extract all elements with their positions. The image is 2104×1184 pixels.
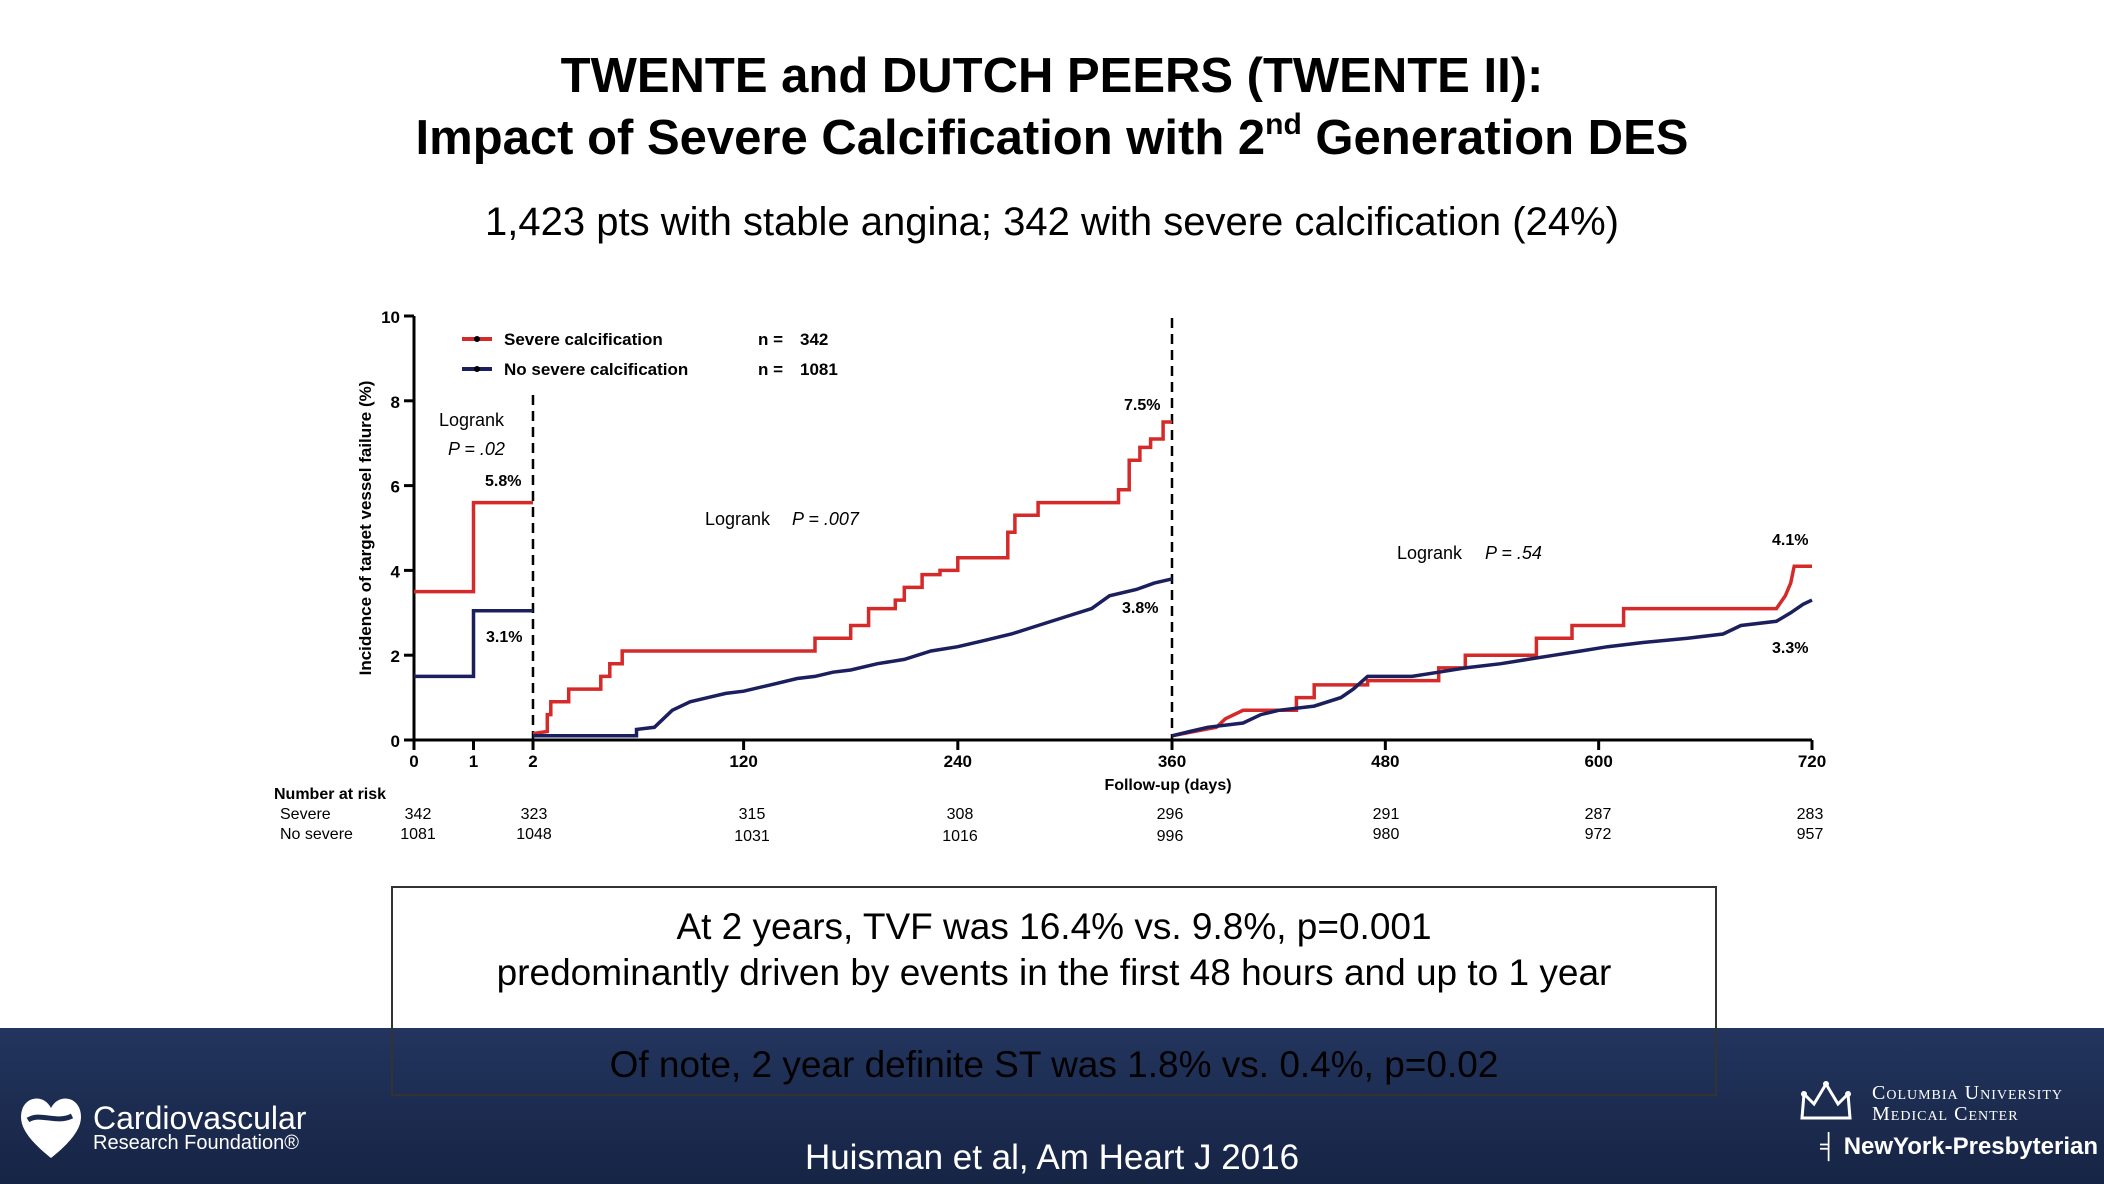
crf-logo-subname: Research Foundation® — [93, 1132, 299, 1154]
x-tick-label: 240 — [944, 752, 972, 771]
x-tick-label: 120 — [729, 752, 757, 771]
risk-table-cell: 1081 — [400, 826, 436, 843]
risk-table-cell: 287 — [1585, 806, 1612, 823]
annotation-p-2: P = .007 — [792, 509, 860, 529]
risk-table-cell: 315 — [739, 806, 766, 823]
annotation-p-1: P = .02 — [448, 439, 505, 459]
x-tick-label: 0 — [409, 752, 418, 771]
risk-table-cell: 308 — [947, 806, 974, 823]
summary-box: At 2 years, TVF was 16.4% vs. 9.8%, p=0.… — [391, 886, 1717, 1096]
series-line-severe — [1171, 564, 1812, 738]
legend-label: No severe calcification — [504, 360, 688, 379]
x-tick-label: 600 — [1584, 752, 1612, 771]
risk-table-cell: 980 — [1373, 826, 1400, 843]
annotation-severe-end-3: 4.1% — [1772, 532, 1808, 549]
title-line2-sup: nd — [1265, 108, 1302, 141]
legend-label: Severe calcification — [504, 330, 663, 349]
y-tick-label: 10 — [381, 308, 400, 327]
risk-table-cell: 283 — [1797, 806, 1824, 823]
crf-logo-icon — [21, 1098, 81, 1158]
legend-n-label: n = — [758, 360, 783, 379]
crf-logo-name: Cardiovascular — [93, 1100, 307, 1136]
annotation-logrank-1: Logrank — [439, 410, 505, 430]
risk-table-row-label: Severe — [280, 806, 331, 823]
legend-marker — [474, 366, 480, 372]
risk-table-cell: 1031 — [734, 828, 770, 845]
nyp-logo: ╡ NewYork-Presbyterian — [1820, 1133, 2098, 1161]
risk-table-cell: 296 — [1157, 806, 1184, 823]
columbia-logo-line2: Medical Center — [1872, 1103, 2019, 1125]
risk-table-cell: 957 — [1797, 826, 1824, 843]
y-tick-label: 6 — [391, 478, 400, 497]
summary-line-3: Of note, 2 year definite ST was 1.8% vs.… — [609, 1044, 1499, 1085]
crown-icon — [1800, 1081, 1852, 1120]
annotation-p-3: P = .54 — [1485, 543, 1542, 563]
title-line2-pre: Impact of Severe Calcification with 2 — [415, 111, 1266, 165]
slide-title-line2: Impact of Severe Calcification with 2nd … — [0, 107, 2104, 169]
x-tick-label: 1 — [469, 752, 478, 771]
x-tick-label: 480 — [1371, 752, 1399, 771]
risk-table-cell: 323 — [521, 806, 548, 823]
risk-table-cell: 972 — [1585, 826, 1612, 843]
legend-marker — [474, 336, 480, 342]
risk-table-cell: 1048 — [516, 826, 552, 843]
risk-table-row-label: No severe — [280, 826, 353, 843]
y-tick-label: 4 — [391, 562, 401, 581]
slide-subtitle: 1,423 pts with stable angina; 342 with s… — [485, 200, 1619, 244]
risk-table-cell: 996 — [1157, 828, 1184, 845]
y-axis-label: Incidence of target vessel failure (%) — [356, 381, 375, 676]
series-line-severe — [532, 420, 1172, 736]
y-tick-label: 0 — [391, 732, 400, 751]
summary-line-2: predominantly driven by events in the fi… — [496, 952, 1612, 993]
series-line-no-severe — [414, 608, 533, 679]
x-axis-label: Follow-up (days) — [1104, 777, 1231, 794]
title-line2-post: Generation DES — [1301, 111, 1689, 165]
x-tick-label: 360 — [1158, 752, 1186, 771]
y-tick-label: 2 — [391, 647, 400, 666]
annotation-severe-end-2: 7.5% — [1124, 397, 1160, 414]
annotation-logrank-3: Logrank — [1397, 543, 1463, 563]
columbia-logo-line1: Columbia University — [1872, 1082, 2063, 1104]
annotation-nosevere-end-3: 3.3% — [1772, 640, 1808, 657]
series-line-severe — [414, 500, 533, 594]
footer-band — [0, 1028, 2104, 1184]
citation: Huisman et al, Am Heart J 2016 — [804, 1138, 1300, 1177]
x-tick-label: 2 — [528, 752, 537, 771]
nyp-logo-text: NewYork-Presbyterian — [1843, 1133, 2099, 1160]
risk-table-title: Number at risk — [274, 786, 386, 803]
legend-n-label: n = — [758, 330, 783, 349]
annotation-logrank-2: Logrank — [705, 509, 771, 529]
series-line-no-severe — [533, 577, 1173, 738]
nyp-mark-icon: ╡ — [1820, 1133, 1838, 1160]
summary-line-1: At 2 years, TVF was 16.4% vs. 9.8%, p=0.… — [676, 906, 1432, 947]
annotation-nosevere-end-1: 3.1% — [486, 629, 522, 646]
slide-title-line1: TWENTE and DUTCH PEERS (TWENTE II): — [560, 49, 1544, 103]
risk-table-cell: 1016 — [942, 828, 978, 845]
annotation-severe-end-1: 5.8% — [485, 473, 521, 490]
y-tick-label: 8 — [391, 393, 400, 412]
risk-table-cell: 291 — [1373, 806, 1400, 823]
x-tick-label: 720 — [1798, 752, 1826, 771]
legend-n-value: 1081 — [800, 360, 838, 379]
annotation-nosevere-end-2: 3.8% — [1122, 600, 1158, 617]
legend-n-value: 342 — [800, 330, 828, 349]
risk-table-cell: 342 — [405, 806, 432, 823]
series-line-no-severe — [1171, 598, 1813, 738]
